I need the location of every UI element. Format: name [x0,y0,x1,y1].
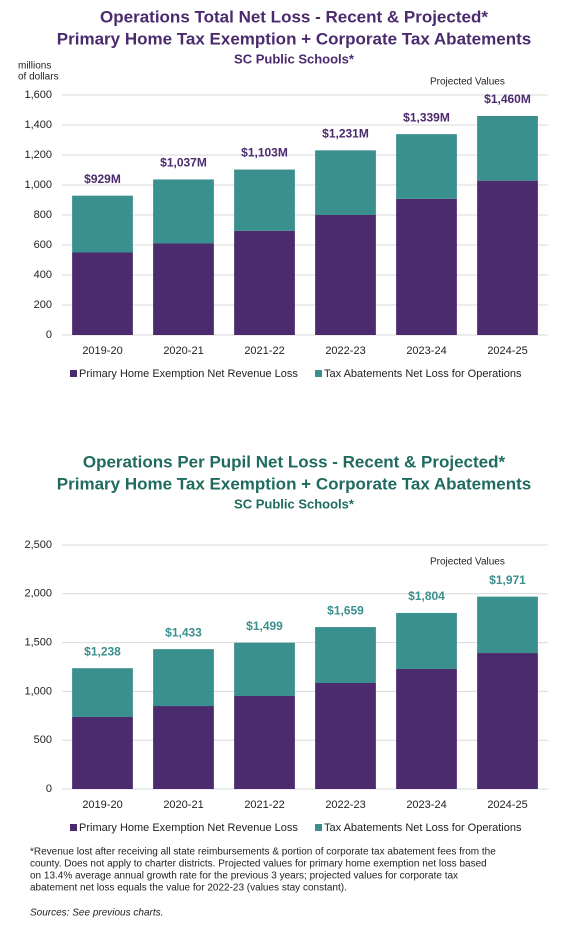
y-tick-label: 1,500 [24,637,52,649]
bar-segment [234,642,295,696]
bar-segment [234,169,295,231]
legend-label: Tax Abatements Net Loss for Operations [324,822,522,834]
y-tick-label: 1,200 [24,149,52,161]
legend-swatch [315,370,322,377]
bar-segment [72,195,133,253]
bar-segment [477,596,538,654]
total-label: $1,460M [484,92,531,106]
legend-label: Tax Abatements Net Loss for Operations [324,368,522,380]
y-tick-label: 0 [46,783,52,795]
bar-segment [315,683,376,789]
chart-title: Operations Total Net Loss - Recent & Pro… [100,7,488,26]
x-tick-label: 2021-22 [244,799,284,811]
y-tick-label: 1,600 [24,89,52,101]
total-label: $1,339M [403,110,450,124]
bar-segment [153,706,214,789]
bar-segment [153,179,214,244]
y-tick-label: 2,500 [24,539,52,551]
y-tick-label: 200 [34,299,52,311]
bar-segment [396,612,457,669]
y-tick-label: 0 [46,329,52,341]
footnote: abatement net loss equals the value for … [30,883,347,894]
total-label: $1,971 [489,573,526,587]
total-label: $1,804 [408,589,445,603]
bar-segment [72,668,133,717]
x-tick-label: 2022-23 [325,345,365,357]
y-tick-label: 500 [34,734,52,746]
legend-swatch [315,824,322,831]
legend-swatch [70,370,77,377]
total-label: $1,659 [327,603,364,617]
bar-segment [315,215,376,335]
footnote: county. Does not apply to charter distri… [30,859,487,870]
total-label: $1,231M [322,127,369,141]
annotation: Projected Values [430,77,505,88]
x-tick-label: 2019-20 [82,799,122,811]
chart-title: Primary Home Tax Exemption + Corporate T… [57,474,531,493]
chart-title: SC Public Schools* [234,51,355,66]
y-tick-label: 800 [34,209,52,221]
annotation: Projected Values [430,557,505,568]
bar-segment [72,252,133,335]
bar-segment [396,198,457,335]
x-tick-label: 2021-22 [244,345,284,357]
total-label: $1,499 [246,619,283,633]
y-axis-label: millions [18,61,51,72]
sources: Sources: See previous charts. [30,908,163,919]
legend-label: Primary Home Exemption Net Revenue Loss [79,822,298,834]
chart-title: Primary Home Tax Exemption + Corporate T… [57,29,531,48]
bar-segment [153,243,214,335]
x-tick-label: 2022-23 [325,799,365,811]
total-label: $1,238 [84,644,121,658]
bar-segment [234,230,295,335]
y-axis-label: of dollars [18,72,59,83]
y-tick-label: 1,000 [24,179,52,191]
bar-segment [315,627,376,684]
y-tick-label: 1,400 [24,119,52,131]
footnote: *Revenue lost after receiving all state … [30,847,496,858]
bar-segment [315,150,376,215]
bar-segment [477,180,538,335]
x-tick-label: 2020-21 [163,799,203,811]
x-tick-label: 2024-25 [487,345,527,357]
chart-title: SC Public Schools* [234,496,355,511]
y-tick-label: 400 [34,269,52,281]
x-tick-label: 2020-21 [163,345,203,357]
bar-segment [477,116,538,181]
bar-segment [477,653,538,789]
bar-segment [396,668,457,789]
bar-segment [153,649,214,707]
total-label: $929M [84,172,121,186]
total-label: $1,433 [165,625,202,639]
total-label: $1,103M [241,146,288,160]
x-tick-label: 2023-24 [406,799,446,811]
chart-title: Operations Per Pupil Net Loss - Recent &… [83,452,506,471]
legend-label: Primary Home Exemption Net Revenue Loss [79,368,298,380]
footnote: on 13.4% average annual growth rate for … [30,871,458,882]
y-tick-label: 2,000 [24,588,52,600]
x-tick-label: 2024-25 [487,799,527,811]
y-tick-label: 600 [34,239,52,251]
total-label: $1,037M [160,156,207,170]
bar-segment [396,134,457,199]
bar-segment [234,695,295,789]
legend-swatch [70,824,77,831]
y-tick-label: 1,000 [24,685,52,697]
x-tick-label: 2023-24 [406,345,446,357]
bar-segment [72,716,133,789]
x-tick-label: 2019-20 [82,345,122,357]
